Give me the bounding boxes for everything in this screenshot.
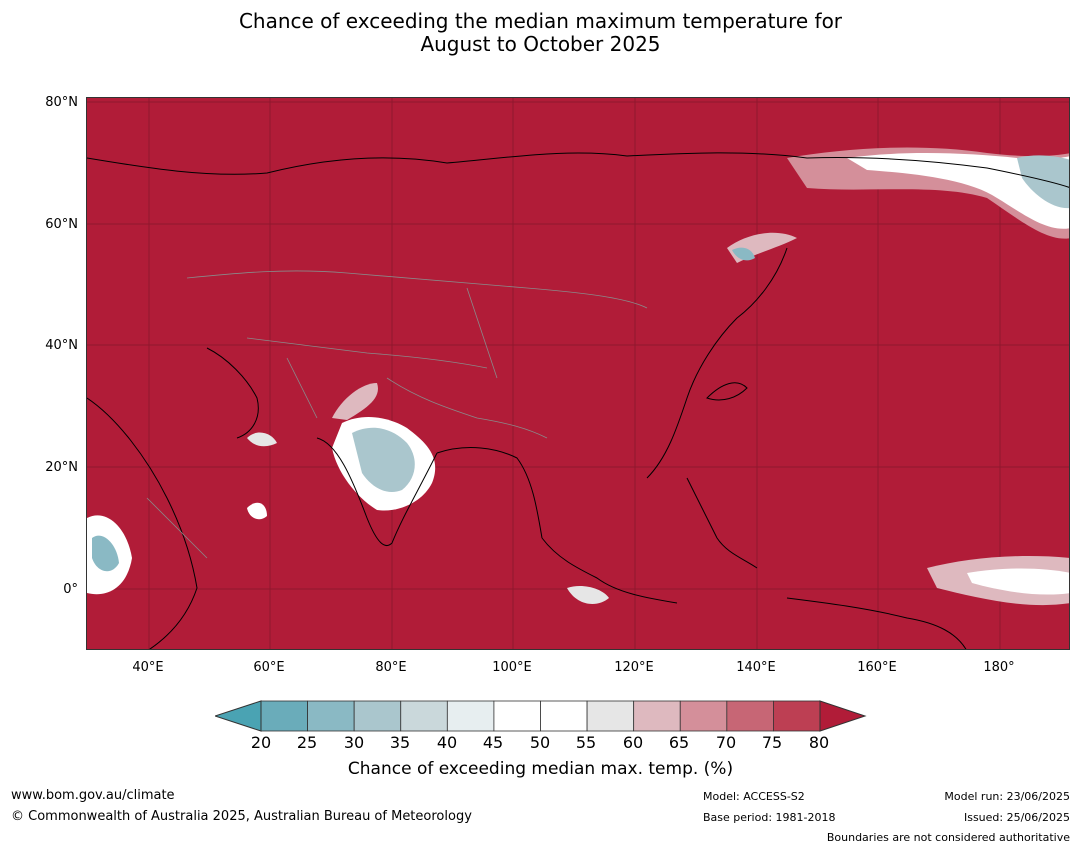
lat-tick-0: 0° xyxy=(63,582,78,597)
country-borders xyxy=(146,270,648,559)
colorbar-segment xyxy=(773,700,821,732)
colorbar-segments xyxy=(260,700,821,732)
boundaries-note: Boundaries are not considered authoritat… xyxy=(826,831,1070,844)
colorbar-label-70: 70 xyxy=(715,733,737,752)
lat-tick-60n: 60°N xyxy=(45,217,78,232)
colorbar-label-45: 45 xyxy=(482,733,504,752)
lon-tick-40e: 40°E xyxy=(132,660,164,675)
colorbar-high-arrow xyxy=(819,700,867,732)
colorbar-segment xyxy=(307,700,355,732)
colorbar-segment xyxy=(540,700,588,732)
colorbar-segment xyxy=(679,700,728,732)
colorbar-segment xyxy=(493,700,541,732)
map-title: Chance of exceeding the median maximum t… xyxy=(0,10,1081,56)
lat-tick-40n: 40°N xyxy=(45,338,78,353)
copyright-text: © Commonwealth of Australia 2025, Austra… xyxy=(11,809,472,824)
colorbar-label-75: 75 xyxy=(761,733,783,752)
colorbar-label-60: 60 xyxy=(622,733,644,752)
colorbar-segment xyxy=(353,700,402,732)
map-canvas xyxy=(87,98,1069,649)
lon-tick-120e: 120°E xyxy=(614,660,654,675)
colorbar-label-55: 55 xyxy=(575,733,597,752)
issued-text: Issued: 25/06/2025 xyxy=(963,811,1070,824)
base-period-text: Base period: 1981-2018 xyxy=(703,811,836,824)
colorbar-title: Chance of exceeding median max. temp. (%… xyxy=(347,759,734,779)
colorbar-segment xyxy=(633,700,681,732)
colorbar-label-30: 30 xyxy=(343,733,365,752)
map-panel xyxy=(86,97,1070,650)
colorbar-segment xyxy=(260,700,308,732)
colorbar xyxy=(215,700,867,732)
colorbar-label-65: 65 xyxy=(668,733,690,752)
colorbar-label-35: 35 xyxy=(389,733,411,752)
colorbar-label-80: 80 xyxy=(808,733,830,752)
colorbar-label-25: 25 xyxy=(296,733,318,752)
colorbar-segment xyxy=(726,700,774,732)
lon-tick-160e: 160°E xyxy=(857,660,897,675)
lon-tick-100e: 100°E xyxy=(492,660,532,675)
lon-tick-180: 180° xyxy=(983,660,1015,675)
model-text: Model: ACCESS-S2 xyxy=(703,790,805,803)
lat-tick-20n: 20°N xyxy=(45,460,78,475)
colorbar-label-40: 40 xyxy=(436,733,458,752)
coastlines xyxy=(87,152,1069,649)
title-line-2: August to October 2025 xyxy=(420,32,661,56)
colorbar-segment xyxy=(400,700,448,732)
colorbar-low-arrow xyxy=(215,700,262,732)
colorbar-segment xyxy=(586,700,635,732)
colorbar-segment xyxy=(446,700,495,732)
lon-tick-140e: 140°E xyxy=(736,660,776,675)
colorbar-label-20: 20 xyxy=(250,733,272,752)
lon-tick-60e: 60°E xyxy=(253,660,285,675)
lon-tick-80e: 80°E xyxy=(375,660,407,675)
model-run-text: Model run: 23/06/2025 xyxy=(944,790,1070,803)
colorbar-label-50: 50 xyxy=(529,733,551,752)
title-line-1: Chance of exceeding the median maximum t… xyxy=(238,9,843,33)
website-link[interactable]: www.bom.gov.au/climate xyxy=(11,788,175,803)
lat-tick-80n: 80°N xyxy=(45,95,78,110)
probability-shading xyxy=(87,147,1069,606)
